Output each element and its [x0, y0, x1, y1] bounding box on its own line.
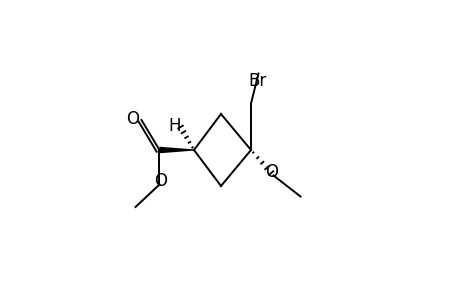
Text: O: O [154, 172, 167, 190]
Text: O: O [126, 110, 139, 128]
Text: Br: Br [247, 72, 266, 90]
Text: O: O [265, 163, 278, 181]
Text: H: H [168, 117, 180, 135]
Polygon shape [159, 147, 194, 153]
